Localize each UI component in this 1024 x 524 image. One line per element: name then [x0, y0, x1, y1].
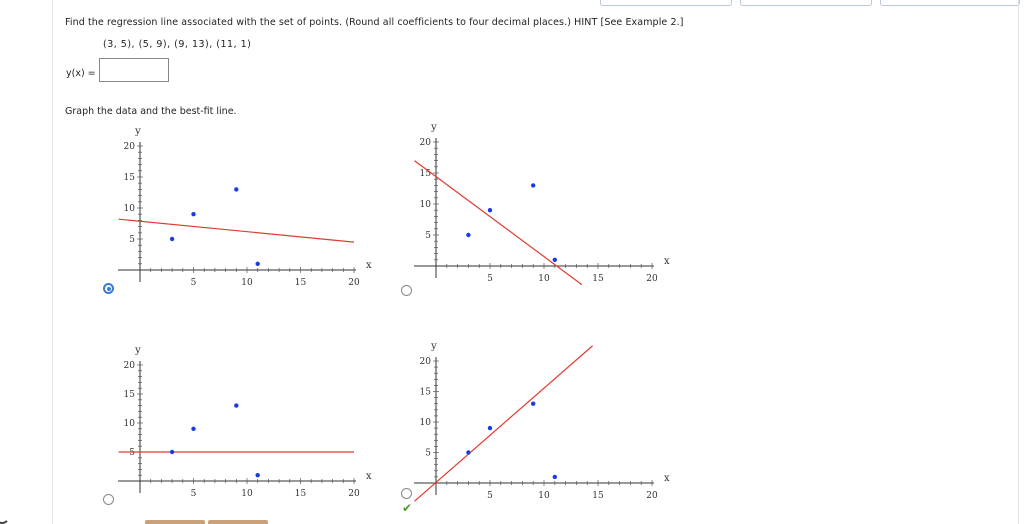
graph-option-c: 5 10 15 20 5 10 15 20 x y	[112, 333, 372, 503]
x-tick-label: 10	[538, 274, 550, 284]
data-point	[552, 474, 557, 480]
data-point	[531, 183, 536, 188]
x-tick-label: 5	[191, 278, 197, 288]
data-point	[255, 261, 260, 266]
graph-c-svg: 5 10 15 20 5 10 15 20 x y	[118, 345, 372, 499]
data-point	[191, 212, 196, 217]
data-point	[169, 449, 175, 455]
x-tick-label: 5	[191, 489, 197, 499]
graph-option-b: 5 10 15 20 5 10 15 20 x y	[410, 122, 685, 297]
x-axis-label: x	[366, 260, 372, 271]
data-point	[466, 232, 471, 238]
radio-option-d[interactable]	[401, 488, 412, 499]
x-axis-label: x	[664, 256, 670, 267]
y-tick-label: 5	[129, 235, 135, 245]
y-tick-label: 10	[420, 200, 432, 210]
y-tick-label: 15	[124, 390, 136, 400]
y-tick-label: 15	[124, 173, 136, 183]
x-tick-label: 20	[646, 274, 658, 284]
corner-decoration	[0, 508, 10, 524]
y-tick-label: 20	[124, 142, 136, 152]
data-point	[169, 236, 175, 242]
y-axis-label: y	[134, 345, 141, 356]
x-tick-label: 10	[241, 278, 253, 288]
x-tick-label: 15	[592, 491, 604, 501]
graph-option-d: 5 10 15 20 5 10 15 20 x y	[410, 325, 685, 505]
data-point	[234, 403, 239, 408]
y-tick-label: 15	[420, 169, 432, 179]
data-point	[531, 401, 536, 406]
x-tick-label: 20	[348, 278, 360, 288]
graph-a-svg: 5 10 15 20 5 10 15 20 x y	[118, 126, 372, 288]
x-tick-label: 20	[646, 491, 658, 501]
y-tick-label: 20	[420, 138, 432, 148]
data-point	[234, 187, 239, 192]
answer-label: y(x) =	[66, 68, 96, 79]
data-point	[552, 257, 557, 262]
radio-option-c[interactable]	[103, 494, 114, 505]
top-toolbar-strip	[0, 0, 1024, 6]
data-point	[487, 208, 493, 213]
y-tick-label: 10	[124, 419, 136, 429]
bottom-button[interactable]	[208, 520, 268, 524]
panel-border-right	[1018, 0, 1019, 524]
toolbar-tab[interactable]	[740, 0, 872, 6]
y-axis-label: y	[430, 341, 437, 352]
panel-border-left	[52, 0, 53, 524]
y-tick-label: 5	[425, 231, 431, 241]
y-axis-label: y	[430, 122, 437, 133]
question-text: Find the regression line associated with…	[65, 17, 684, 28]
data-point	[255, 473, 260, 478]
y-tick-label: 15	[420, 388, 432, 398]
radio-option-a[interactable]	[103, 283, 114, 294]
x-tick-label: 15	[295, 278, 307, 288]
x-tick-label: 5	[487, 274, 493, 284]
y-tick-label: 20	[124, 361, 136, 371]
best-fit-line	[118, 218, 355, 243]
x-axis-label: x	[366, 471, 372, 482]
y-tick-label: 5	[425, 449, 431, 459]
y-tick-label: 5	[129, 448, 135, 458]
radio-option-b[interactable]	[401, 285, 412, 296]
graph-d-svg: 5 10 15 20 5 10 15 20 x y	[414, 341, 670, 502]
graph-b-svg: 5 10 15 20 5 10 15 20 x y	[414, 122, 670, 286]
point-set: (3, 5), (5, 9), (9, 13), (11, 1)	[103, 39, 252, 50]
x-tick-label: 15	[592, 274, 604, 284]
x-tick-label: 5	[487, 491, 493, 501]
y-tick-label: 10	[124, 204, 136, 214]
y-tick-label: 10	[420, 418, 432, 428]
bottom-button[interactable]	[145, 520, 205, 524]
x-axis-label: x	[664, 473, 670, 484]
y-axis-label: y	[134, 126, 141, 137]
x-tick-label: 20	[348, 489, 360, 499]
toolbar-tab[interactable]	[880, 0, 1020, 6]
graph-prompt: Graph the data and the best-fit line.	[65, 106, 237, 117]
graph-option-a: 5 10 15 20 5 10 15 20 x y	[112, 122, 372, 292]
y-tick-label: 20	[420, 357, 432, 367]
regression-answer-input[interactable]	[99, 58, 169, 82]
x-tick-label: 10	[538, 491, 550, 501]
data-point	[466, 450, 471, 455]
check-icon: ✔	[402, 501, 413, 515]
x-tick-label: 10	[241, 489, 253, 499]
toolbar-tab[interactable]	[600, 0, 732, 6]
data-point	[191, 426, 196, 431]
data-point	[487, 425, 493, 431]
best-fit-line	[414, 160, 583, 286]
x-tick-label: 15	[295, 489, 307, 499]
best-fit-line	[414, 345, 593, 502]
